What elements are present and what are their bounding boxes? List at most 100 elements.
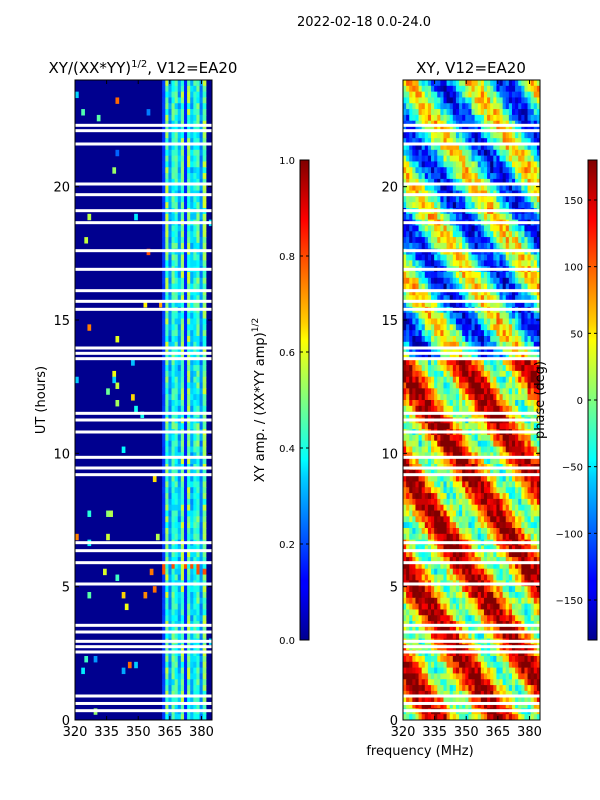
phase-heatmap-cell — [521, 341, 526, 349]
phase-heatmap-cell — [536, 423, 540, 430]
amplitude-heatmap-cell — [202, 231, 207, 238]
amplitude-heatmap-cell — [168, 144, 173, 151]
phase-heatmap-cell — [511, 481, 516, 488]
amplitude-heatmap-cell — [180, 353, 185, 360]
phase-heatmap-cell — [530, 336, 535, 343]
phase-heatmap-cell — [527, 446, 532, 453]
phase-heatmap-cell — [505, 289, 510, 296]
amplitude-heatmap-cell — [162, 144, 166, 151]
phase-heatmap-cell — [524, 138, 529, 145]
phase-heatmap-cell — [524, 80, 529, 87]
phase-heatmap-cell — [515, 423, 519, 430]
amplitude-heatmap-cell — [180, 324, 185, 331]
phase-heatmap-cell — [487, 318, 491, 325]
phase-heatmap-cell — [465, 225, 469, 232]
phase-heatmap-cell — [471, 202, 476, 209]
phase-heatmap-cell — [518, 301, 522, 308]
amplitude-heatmap-cell — [193, 359, 198, 366]
phase-heatmap-cell — [406, 405, 410, 413]
phase-heatmap-cell — [431, 510, 435, 517]
phase-heatmap-cell — [527, 481, 532, 488]
phase-heatmap-cell — [477, 103, 482, 110]
phase-heatmap-cell — [443, 114, 448, 122]
amplitude-heatmap-cell — [196, 690, 201, 698]
amplitude-heatmap-cell — [199, 324, 204, 331]
phase-heatmap-cell — [496, 155, 501, 163]
amplitude-heatmap-cell — [196, 702, 201, 709]
amplitude-heatmap-cell — [190, 144, 194, 151]
amplitude-heatmap-cell — [174, 85, 179, 93]
amplitude-heatmap-cell — [171, 475, 176, 483]
amplitude-heatmap-cell — [171, 318, 176, 325]
phase-heatmap-cell — [462, 493, 466, 500]
amplitude-heatmap-cell — [165, 155, 170, 163]
phase-heatmap-cell — [452, 91, 457, 99]
amplitude-heatmap-cell — [177, 272, 182, 279]
phase-heatmap-cell — [468, 132, 473, 139]
phase-heatmap-cell — [474, 132, 479, 139]
amplitude-heatmap-cell — [187, 452, 191, 459]
phase-heatmap-cell — [533, 405, 538, 413]
amplitude-heatmap-cell — [187, 370, 191, 378]
phase-heatmap-cell — [403, 324, 407, 331]
phase-heatmap-cell — [427, 167, 432, 174]
phase-heatmap-cell — [403, 138, 407, 145]
amplitude-heatmap-cell — [190, 609, 194, 616]
phase-heatmap-cell — [465, 178, 469, 186]
phase-heatmap-cell — [477, 458, 482, 465]
amplitude-heatmap-cell — [202, 254, 207, 261]
amplitude-heatmap-cell — [183, 714, 188, 720]
phase-heatmap-cell — [462, 382, 466, 389]
phase-heatmap-cell — [406, 498, 410, 506]
phase-heatmap-cell — [515, 173, 519, 180]
amplitude-heatmap-cell — [162, 632, 166, 640]
phase-heatmap-cell — [477, 161, 482, 168]
phase-heatmap-cell — [533, 481, 538, 488]
phase-heatmap-cell — [505, 388, 510, 395]
phase-heatmap-cell — [434, 155, 438, 163]
amplitude-heatmap-cell — [187, 132, 191, 139]
amplitude-heatmap-cell — [168, 568, 173, 576]
amplitude-heatmap-cell — [165, 80, 170, 87]
phase-heatmap-cell — [487, 289, 491, 296]
phase-heatmap-cell — [530, 272, 535, 279]
phase-heatmap-cell — [443, 242, 448, 250]
amplitude-heatmap-cell — [199, 138, 204, 145]
phase-heatmap-cell — [527, 138, 532, 145]
amplitude-heatmap-cell — [171, 80, 176, 87]
phase-heatmap-cell — [406, 114, 410, 122]
phase-heatmap-cell — [459, 411, 463, 419]
phase-heatmap-cell — [424, 237, 429, 244]
amplitude-heatmap-cell — [162, 434, 166, 442]
amplitude-heatmap-cell — [177, 609, 182, 616]
phase-heatmap-cell — [412, 359, 417, 366]
phase-heatmap-cell — [409, 97, 413, 104]
phase-heatmap-cell — [446, 97, 451, 104]
phase-heatmap-cell — [406, 365, 410, 372]
phase-heatmap-cell — [515, 260, 519, 267]
amplitude-heatmap-cell — [177, 586, 182, 593]
phase-heatmap-cell — [455, 359, 460, 366]
amplitude-heatmap-cell — [162, 202, 166, 209]
phase-heatmap-cell — [487, 103, 491, 110]
phase-heatmap-cell — [455, 178, 460, 186]
amplitude-heatmap-cell — [202, 557, 207, 564]
amplitude-heatmap-cell — [196, 551, 201, 558]
phase-heatmap-cell — [505, 336, 510, 343]
amplitude-heatmap-cell — [202, 696, 207, 704]
phase-heatmap-cell — [459, 231, 463, 238]
phase-heatmap-cell — [459, 254, 463, 261]
phase-heatmap-cell — [446, 510, 451, 517]
phase-heatmap-cell — [508, 498, 513, 506]
phase-heatmap-cell — [427, 493, 432, 500]
phase-heatmap-cell — [521, 301, 526, 308]
amplitude-heatmap-cell — [193, 324, 198, 331]
phase-heatmap-cell — [515, 301, 519, 308]
amplitude-heatmap-cell — [174, 237, 179, 244]
amplitude-heatmap-cell — [180, 91, 185, 99]
phase-heatmap-cell — [493, 173, 498, 180]
amplitude-heatmap-cell — [199, 237, 204, 244]
phase-heatmap-cell — [421, 277, 426, 285]
phase-heatmap-cell — [533, 446, 538, 453]
phase-heatmap-cell — [524, 411, 529, 419]
